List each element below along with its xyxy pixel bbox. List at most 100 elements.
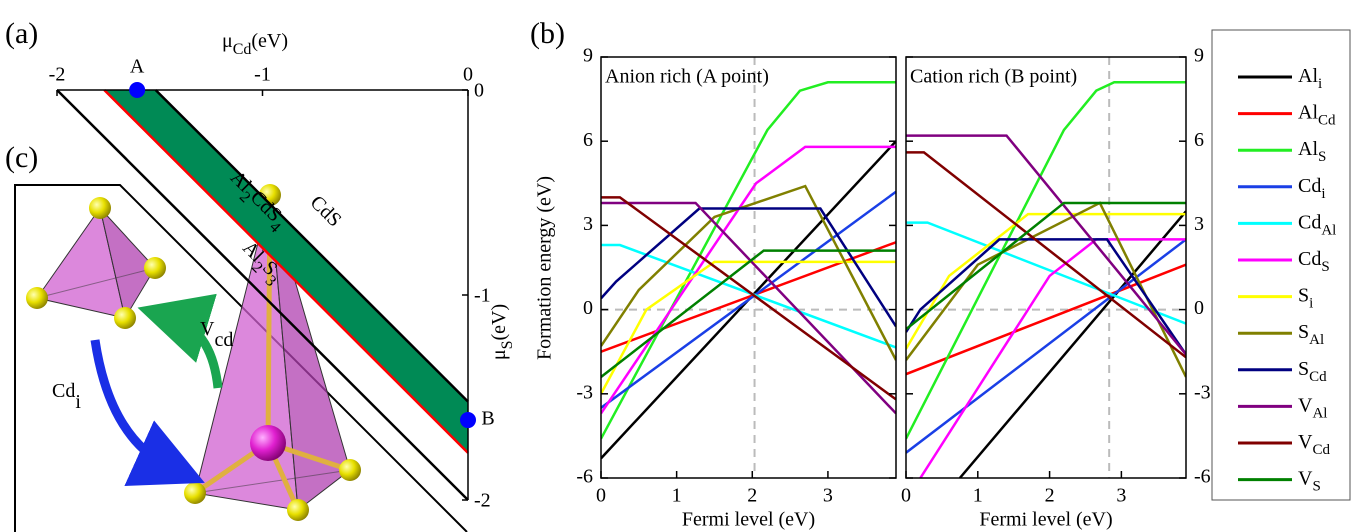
legend-label: AlS — [1298, 138, 1326, 166]
legend-label-part: S — [1298, 284, 1309, 306]
subplot-title: Cation rich (B point) — [910, 66, 1077, 88]
boundary-line — [154, 89, 469, 403]
chem-potential-point — [129, 82, 146, 98]
legend-label: VAl — [1298, 394, 1327, 422]
legend-label-part: S — [1298, 321, 1309, 343]
panel-label: (b) — [530, 17, 565, 50]
y-tick-label: 6 — [1194, 129, 1204, 151]
y-tick-label: -3 — [1194, 381, 1211, 403]
legend-label-part: Al — [1321, 223, 1336, 239]
arrow-insertion — [90, 339, 205, 486]
y-tick-label: -6 — [1194, 466, 1211, 488]
y-tick-label: -6 — [576, 466, 593, 488]
legend-label: SCd — [1298, 357, 1327, 385]
chem-potential-point — [460, 412, 476, 429]
x-tick-label: 1 — [672, 485, 682, 507]
legend-label-part: V — [1298, 431, 1313, 453]
tetrahedron-empty — [26, 197, 166, 329]
y-tick-label: 0 — [1194, 297, 1204, 319]
defect-line — [906, 81, 1186, 440]
panel-label: (a) — [5, 17, 38, 50]
defect-line — [601, 201, 896, 415]
x-tick-label: 0 — [463, 64, 473, 86]
legend-label: CdAl — [1298, 211, 1336, 239]
legend-label-part: Al — [1298, 101, 1318, 123]
point-label: A — [130, 56, 145, 78]
y-axis-label-part: (eV) — [488, 304, 510, 341]
y-tick-label: 3 — [1194, 213, 1204, 235]
mechanism-label-part: V — [200, 318, 215, 340]
x-axis-label: Fermi level (eV) — [979, 509, 1112, 531]
legend-label-part: Cd — [1318, 113, 1336, 129]
subplot-title: Anion rich (A point) — [605, 66, 769, 88]
defect-line — [601, 184, 896, 361]
legend-label-part: Cd — [1312, 442, 1330, 458]
x-tick-label: 3 — [1116, 485, 1126, 507]
legend-label: VCd — [1298, 431, 1330, 459]
legend-label-part: Cd — [1298, 248, 1321, 270]
y-tick-label: -2 — [474, 490, 491, 512]
phase-label: CdS — [306, 191, 346, 231]
x-tick-label: 3 — [823, 485, 833, 507]
defect-line — [906, 201, 1186, 378]
mechanism-label: Cdi — [52, 380, 81, 413]
y-axis-label-part: S — [499, 341, 516, 350]
legend-label-part: S — [1318, 150, 1326, 166]
defect-line — [919, 238, 1186, 478]
defect-line — [958, 210, 1186, 478]
legend-label-part: Al — [1309, 333, 1324, 349]
legend-label-part: V — [1298, 394, 1313, 416]
y-tick-label: 6 — [583, 129, 593, 151]
y-tick-label: -3 — [576, 381, 593, 403]
legend-label-part: Cd — [1298, 211, 1321, 233]
defect-line — [906, 151, 1186, 359]
legend-label: Ali — [1298, 65, 1322, 93]
legend-label-part: i — [1321, 186, 1325, 202]
legend-box — [1211, 29, 1351, 501]
legend-label: VS — [1298, 467, 1321, 495]
y-tick-label: -1 — [474, 285, 491, 307]
legend-label-part: S — [1312, 479, 1320, 495]
legend-label-part: S — [1321, 259, 1329, 275]
x-tick-label: 2 — [747, 485, 757, 507]
legend-label-part: Al — [1312, 406, 1327, 422]
x-tick-label: 2 — [1045, 485, 1055, 507]
defect-line — [906, 201, 1186, 331]
structure-illustration — [14, 184, 468, 532]
defect-line — [906, 238, 1186, 454]
defect-line — [601, 145, 896, 415]
x-axis-label-part: (eV) — [251, 30, 288, 52]
defect-line — [601, 243, 896, 349]
legend-label: Si — [1298, 284, 1313, 312]
legend-label-part: V — [1298, 467, 1313, 489]
legend-label-part: i — [1309, 296, 1313, 312]
phase-label-part: CdS — [306, 191, 346, 231]
legend-label-part: Al — [1298, 138, 1318, 160]
y-axis-label: Formation energy (eV) — [534, 176, 556, 360]
legend-label-part: Cd — [1298, 174, 1321, 196]
legend-label: CdS — [1298, 248, 1330, 276]
legend-label-part: Cd — [1309, 369, 1327, 385]
y-tick-label: 0 — [474, 80, 484, 102]
defect-line — [906, 238, 1186, 356]
y-tick-label: 9 — [583, 45, 593, 67]
x-axis-label-part: Cd — [233, 41, 252, 58]
defect-line — [601, 81, 896, 440]
x-axis-label: Fermi level (eV) — [682, 509, 815, 531]
defect-line — [601, 196, 896, 401]
legend-label: Cdi — [1298, 174, 1326, 202]
mechanism-label-part: i — [75, 391, 81, 413]
x-tick-label: -2 — [49, 64, 66, 86]
plot-lines — [906, 81, 1186, 478]
defect-line — [906, 221, 1186, 325]
x-axis-label-part: μ — [222, 30, 233, 52]
legend-label-part: S — [1298, 357, 1309, 379]
defect-line — [906, 134, 1186, 356]
defect-line — [601, 249, 896, 378]
plot-frame — [600, 56, 897, 479]
y-axis-label-part: μ — [488, 349, 510, 360]
boundary-line — [103, 89, 469, 454]
y-tick-label: 9 — [1194, 45, 1204, 67]
x-axis-label: μCd(eV) — [222, 30, 288, 59]
legend-label: SAl — [1298, 321, 1324, 349]
